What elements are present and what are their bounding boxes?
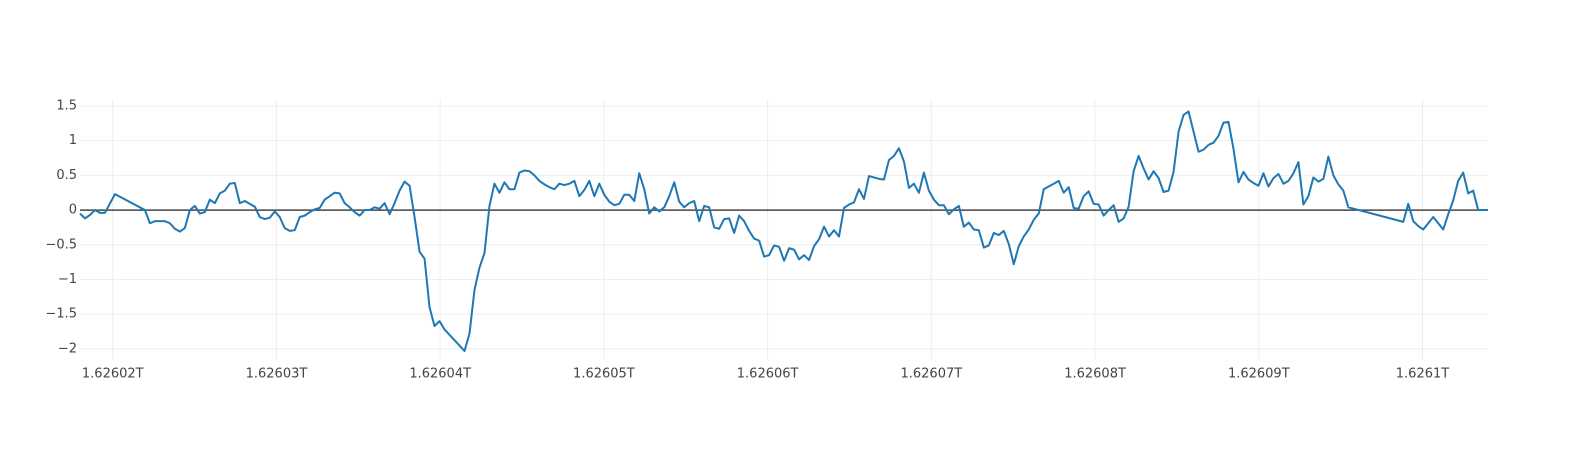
- y-tick-label: 1.5: [56, 98, 77, 113]
- x-tick-label: 1.62608T: [1064, 367, 1126, 382]
- y-tick-label: 0.5: [56, 168, 77, 183]
- x-tick-label: 1.62607T: [900, 367, 962, 382]
- y-tick-label: −1.5: [45, 307, 77, 322]
- x-tick-label: 1.62604T: [409, 367, 471, 382]
- y-tick-label: −0.5: [45, 237, 77, 252]
- x-tick-label: 1.62605T: [573, 367, 635, 382]
- y-tick-label: −1: [58, 272, 77, 287]
- x-tick-label: 1.6261T: [1396, 367, 1449, 382]
- y-tick-label: 1: [69, 133, 77, 148]
- y-tick-label: −2: [58, 341, 77, 356]
- x-tick-label: 1.62606T: [737, 367, 799, 382]
- x-tick-label: 1.62603T: [246, 367, 308, 382]
- x-tick-label: 1.62602T: [82, 367, 144, 382]
- y-tick-label: 0: [69, 203, 77, 218]
- x-tick-label: 1.62609T: [1228, 367, 1290, 382]
- data-line: [79, 110, 1488, 352]
